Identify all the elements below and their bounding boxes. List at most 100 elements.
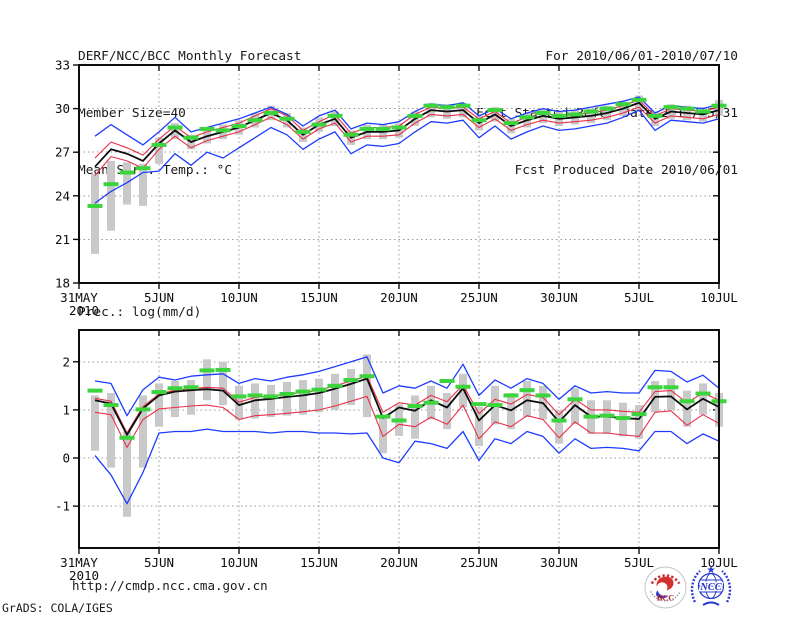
obs-dash: [407, 113, 423, 118]
spread-bar: [475, 406, 483, 446]
obs-dash: [311, 387, 327, 392]
y-tick-label: 1: [62, 402, 70, 417]
x-tick-label: 15JUN: [300, 555, 338, 570]
spread-bar: [107, 393, 115, 468]
x-tick-label: 5JUN: [144, 555, 174, 570]
spread-bar: [507, 393, 515, 430]
spread-bar: [715, 393, 723, 427]
ncc-logo-wreath-right: [721, 570, 732, 603]
x-tick-label: 10JUN: [220, 555, 258, 570]
obs-dash: [119, 435, 135, 440]
obs-dash: [423, 400, 439, 405]
spread-bar: [571, 388, 579, 425]
refer-date-label: Fcst Started Refer Date 2010/05/31: [476, 106, 738, 121]
obs-dash: [455, 103, 471, 108]
bcc-logo: BCC: [644, 566, 687, 609]
obs-dash: [343, 378, 359, 383]
obs-dash: [487, 403, 503, 408]
precip-axis-title: Prec.: log(mm/d): [78, 305, 202, 320]
spread-bar: [651, 381, 659, 413]
series-line: [94, 395, 720, 448]
x-tick-label: 20JUN: [380, 290, 418, 305]
obs-dash: [567, 397, 583, 402]
obs-dash: [695, 391, 711, 396]
obs-dash: [423, 103, 439, 108]
spread-bar: [443, 104, 451, 119]
spread-bar: [459, 102, 467, 118]
x-tick-label: 10JUL: [700, 290, 738, 305]
obs-dash: [199, 368, 215, 373]
spread-bar: [347, 130, 355, 145]
spread-bar: [379, 124, 387, 140]
spread-bar: [667, 378, 675, 410]
spread-bar: [427, 385, 435, 420]
obs-dash: [263, 394, 279, 399]
obs-dash: [327, 113, 343, 118]
spread-bar: [523, 381, 531, 418]
obs-dash: [439, 105, 455, 110]
forecast-range-label: For 2010/06/01-2010/07/10: [545, 49, 738, 64]
spread-bar: [459, 373, 467, 408]
y-tick-label: 33: [55, 58, 70, 73]
obs-dash: [631, 412, 647, 417]
obs-dash: [583, 414, 599, 419]
obs-dash: [103, 403, 119, 408]
spread-bar: [683, 390, 691, 427]
obs-dash: [391, 418, 407, 423]
spread-bar: [363, 354, 371, 418]
spread-bar: [395, 404, 403, 436]
x-tick-label: 15JUN: [300, 290, 338, 305]
y-tick-label: 30: [55, 101, 70, 116]
y-tick-label: 24: [55, 188, 70, 203]
spread-bar: [379, 414, 387, 454]
spread-bar: [91, 395, 99, 451]
x-tick-label: 10JUN: [220, 290, 258, 305]
obs-dash: [615, 416, 631, 421]
spread-bar: [315, 378, 323, 413]
spread-bar: [203, 359, 211, 401]
obs-dash: [87, 203, 103, 208]
header-right: For 2010/06/01-2010/07/10 Fcst Started R…: [476, 9, 738, 199]
ncc-logo: NCC: [690, 565, 732, 606]
obs-dash: [471, 402, 487, 407]
series-line: [94, 428, 720, 505]
obs-dash: [295, 389, 311, 394]
obs-dash: [343, 132, 359, 137]
obs-dash: [359, 374, 375, 379]
obs-dash: [311, 122, 327, 127]
temp-axis-title: Mean Surf. Temp.: °C: [78, 163, 233, 178]
y-tick-label: 27: [55, 145, 70, 160]
spread-bar: [299, 380, 307, 415]
obs-dash: [503, 393, 519, 398]
bcc-logo-label: BCC: [657, 594, 675, 603]
obs-dash: [375, 414, 391, 419]
y-tick-label: 0: [62, 451, 70, 466]
spread-bar: [171, 381, 179, 418]
spread-bar: [235, 385, 243, 420]
spread-bar: [251, 383, 259, 419]
x-tick-label: 31MAY: [60, 555, 98, 570]
obs-dash: [327, 383, 343, 388]
obs-dash: [407, 404, 423, 409]
spread-bar: [123, 431, 131, 517]
y-tick-label: -1: [55, 499, 70, 514]
obs-dash: [87, 388, 103, 393]
obs-dash: [663, 385, 679, 390]
header-left: DERF/NCC/BCC Monthly Forecast Member Siz…: [78, 9, 301, 199]
spread-bar: [699, 383, 707, 415]
obs-dash: [391, 125, 407, 130]
spread-bar: [283, 381, 291, 416]
grads-credit: GrADS: COLA/IGES: [2, 601, 113, 615]
series-line: [94, 356, 720, 417]
obs-dash: [455, 384, 471, 389]
bcc-logo-bottom-arc-text: [650, 591, 681, 602]
obs-dash: [359, 126, 375, 131]
x-tick-label: 5JUN: [144, 290, 174, 305]
spread-bar: [315, 117, 323, 132]
obs-dash: [711, 399, 727, 404]
y-tick-label: 21: [55, 232, 70, 247]
x-tick-label: 20JUN: [380, 555, 418, 570]
chart-border: [78, 329, 720, 549]
y-tick-label: 18: [55, 276, 70, 291]
